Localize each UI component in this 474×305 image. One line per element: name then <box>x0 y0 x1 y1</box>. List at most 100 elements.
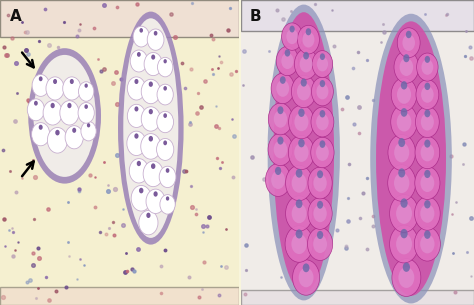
Circle shape <box>316 114 328 130</box>
Circle shape <box>154 191 158 197</box>
Circle shape <box>289 105 314 139</box>
Circle shape <box>63 77 81 100</box>
Circle shape <box>141 107 160 131</box>
Circle shape <box>141 79 160 104</box>
Circle shape <box>317 170 323 178</box>
Circle shape <box>399 267 414 288</box>
Ellipse shape <box>34 55 96 177</box>
Circle shape <box>403 54 410 62</box>
Circle shape <box>424 170 430 178</box>
Circle shape <box>312 51 333 77</box>
Circle shape <box>424 230 430 239</box>
Circle shape <box>420 204 434 223</box>
Circle shape <box>414 227 440 261</box>
Circle shape <box>292 75 316 108</box>
FancyBboxPatch shape <box>0 287 239 305</box>
Circle shape <box>319 80 325 87</box>
Circle shape <box>401 229 408 238</box>
Circle shape <box>286 29 298 44</box>
Circle shape <box>27 99 45 121</box>
Circle shape <box>299 268 313 287</box>
Circle shape <box>139 210 158 235</box>
Ellipse shape <box>123 18 178 238</box>
Circle shape <box>311 137 334 168</box>
Circle shape <box>139 188 144 193</box>
Circle shape <box>308 228 333 260</box>
Circle shape <box>137 161 141 166</box>
Circle shape <box>292 173 307 193</box>
Circle shape <box>297 83 310 100</box>
Circle shape <box>146 189 165 213</box>
Circle shape <box>421 86 434 103</box>
Circle shape <box>43 101 62 125</box>
Circle shape <box>308 198 332 229</box>
Circle shape <box>397 28 420 58</box>
Circle shape <box>298 139 305 147</box>
Circle shape <box>164 59 167 63</box>
Circle shape <box>70 79 74 84</box>
Circle shape <box>298 25 319 54</box>
Circle shape <box>143 161 163 187</box>
Circle shape <box>296 169 302 178</box>
Circle shape <box>415 136 440 169</box>
Text: A: A <box>9 9 21 24</box>
FancyBboxPatch shape <box>241 0 474 30</box>
Circle shape <box>313 235 327 253</box>
Circle shape <box>148 136 153 142</box>
Circle shape <box>425 56 430 63</box>
Circle shape <box>39 76 43 81</box>
Circle shape <box>166 196 169 201</box>
Circle shape <box>72 128 76 133</box>
Circle shape <box>308 167 332 199</box>
Circle shape <box>275 167 281 175</box>
Circle shape <box>415 197 440 230</box>
Circle shape <box>401 81 407 90</box>
Circle shape <box>151 163 155 169</box>
Circle shape <box>149 109 153 114</box>
Circle shape <box>51 103 55 108</box>
Circle shape <box>421 113 434 131</box>
Circle shape <box>276 46 299 76</box>
Circle shape <box>303 52 309 59</box>
Ellipse shape <box>118 12 183 245</box>
Circle shape <box>402 34 415 51</box>
Circle shape <box>301 79 307 87</box>
Ellipse shape <box>370 14 452 303</box>
Circle shape <box>396 234 412 254</box>
Circle shape <box>273 141 287 158</box>
Circle shape <box>397 85 411 104</box>
Circle shape <box>425 83 430 90</box>
Circle shape <box>164 113 167 118</box>
Circle shape <box>398 138 405 147</box>
Circle shape <box>401 108 407 117</box>
Circle shape <box>400 58 413 76</box>
Circle shape <box>67 103 72 108</box>
FancyBboxPatch shape <box>241 290 474 305</box>
Circle shape <box>391 78 417 111</box>
Circle shape <box>292 204 307 223</box>
Circle shape <box>39 125 43 130</box>
Circle shape <box>316 144 329 161</box>
Circle shape <box>303 264 310 272</box>
Circle shape <box>302 32 314 48</box>
Circle shape <box>420 174 434 192</box>
Circle shape <box>128 77 146 100</box>
Circle shape <box>139 28 143 33</box>
Circle shape <box>157 84 173 105</box>
Circle shape <box>294 49 318 79</box>
Circle shape <box>276 80 289 97</box>
Circle shape <box>294 143 309 162</box>
Circle shape <box>397 113 411 131</box>
Circle shape <box>166 168 169 173</box>
Circle shape <box>157 57 173 77</box>
Circle shape <box>394 173 410 193</box>
Circle shape <box>306 28 311 35</box>
Circle shape <box>47 127 67 153</box>
Circle shape <box>313 174 327 192</box>
Circle shape <box>300 56 312 72</box>
Circle shape <box>164 86 167 91</box>
Circle shape <box>60 101 79 125</box>
Circle shape <box>46 77 64 100</box>
Circle shape <box>281 53 293 69</box>
Circle shape <box>284 49 290 57</box>
